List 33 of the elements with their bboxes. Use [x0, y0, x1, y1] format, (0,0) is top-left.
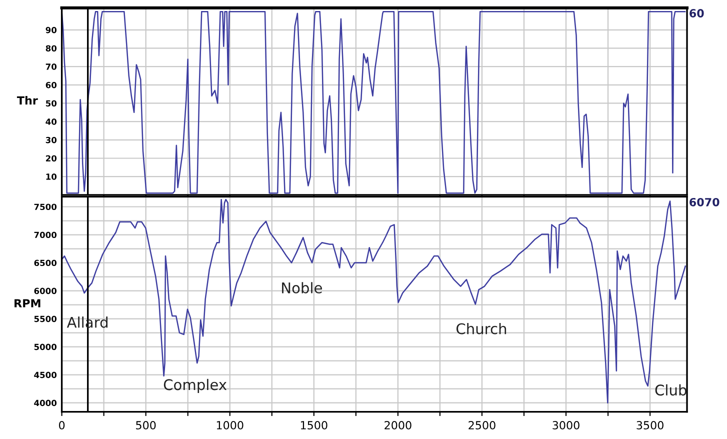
line-series — [62, 198, 686, 404]
x-tick-label: 2500 — [468, 421, 496, 430]
text: 60 — [690, 9, 704, 18]
annotation: Church — [456, 322, 506, 334]
y-tick-label: 7000 — [34, 232, 57, 238]
y-axis-title: RPM — [14, 299, 40, 308]
y-tick-label: 70 — [46, 64, 57, 70]
y-tick-label: 5500 — [34, 316, 57, 322]
x-tick-label: 1500 — [300, 421, 328, 430]
y-tick-label: 6500 — [34, 260, 57, 266]
text: 6070 — [690, 198, 720, 206]
y-tick-label: 40 — [46, 118, 57, 125]
y-tick-label: 30 — [46, 136, 57, 144]
x-tick-label: 3000 — [552, 421, 580, 430]
y-axis-title: Thr — [16, 96, 38, 104]
x-tick-label: 1000 — [216, 421, 244, 430]
x-tick-label: 0 — [58, 421, 65, 430]
y-tick-label: 90 — [46, 26, 57, 34]
y-tick-label: 4500 — [34, 372, 57, 378]
x-tick-label: 2000 — [384, 421, 412, 430]
y-tick-label: 10 — [46, 174, 57, 180]
y-tick-label: 80 — [46, 45, 57, 52]
y-tick-label: 5000 — [34, 344, 57, 350]
y-tick-label: 20 — [46, 155, 57, 162]
y-tick-label: 7500 — [34, 204, 57, 210]
y-tick-label: 4000 — [34, 400, 57, 406]
y-tick-label: 60 — [46, 82, 57, 88]
annotation: Noble — [282, 282, 322, 294]
y-tick-label: 50 — [46, 100, 57, 107]
x-tick-label: 500 — [136, 421, 156, 430]
annotation: Complex — [164, 378, 227, 394]
y-tick-label: 6000 — [34, 288, 57, 294]
x-tick-label: 3500 — [636, 421, 664, 430]
